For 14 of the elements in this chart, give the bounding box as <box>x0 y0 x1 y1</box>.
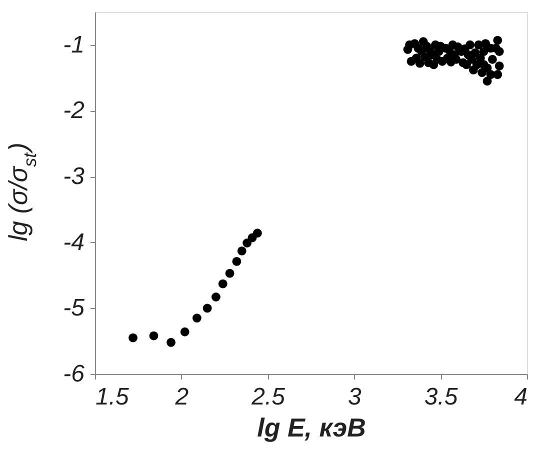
x-tick-label: 3 <box>348 384 362 410</box>
y-tick-label: -1 <box>63 31 84 58</box>
y-tick-label: -6 <box>63 360 86 388</box>
x-tick-label: 1.5 <box>96 384 130 410</box>
y-axis-title: lg (σ/σst) <box>3 142 40 242</box>
y-tick-label: -5 <box>63 294 86 322</box>
y-tick-label: -3 <box>63 163 86 190</box>
x-axis-title: lg E, кэВ <box>257 412 366 442</box>
x-tick-label: 4 <box>514 384 528 410</box>
y-tick-label: -2 <box>63 97 84 124</box>
x-tick-label: 2 <box>174 384 189 410</box>
x-tick-label: 2.5 <box>250 384 286 410</box>
y-tick-label: -4 <box>63 228 84 256</box>
x-tick-label: 3.5 <box>424 384 458 410</box>
